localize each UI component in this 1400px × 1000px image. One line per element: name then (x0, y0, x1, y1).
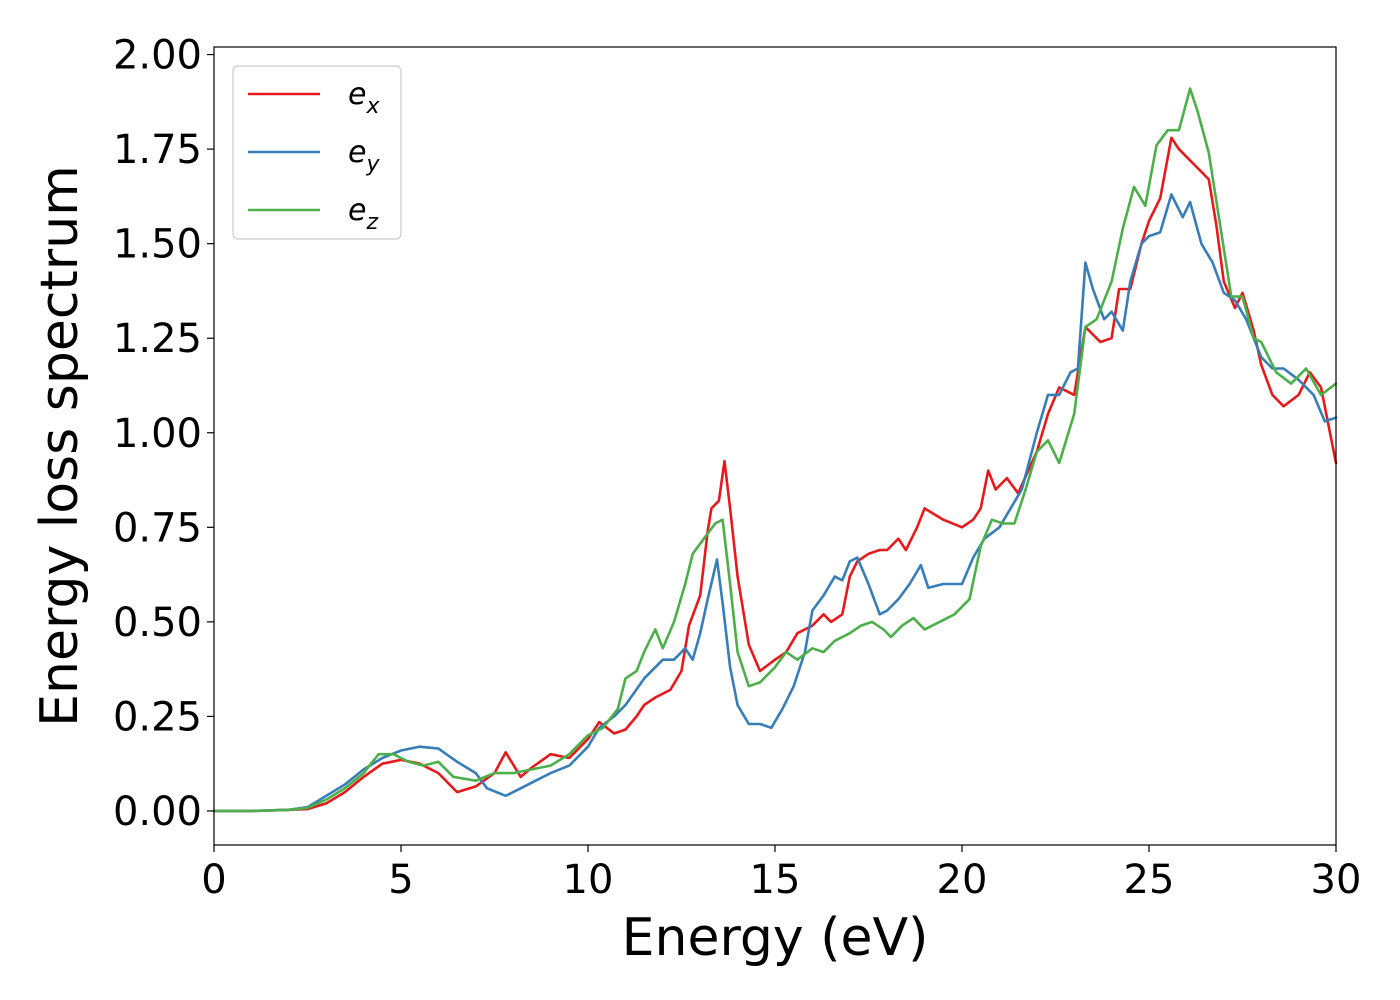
y-tick-label: 0.75 (113, 505, 202, 551)
x-tick-label: 0 (201, 857, 226, 903)
x-tick-label: 20 (937, 857, 988, 903)
y-tick-label: 1.25 (113, 316, 202, 362)
y-tick-label: 1.50 (113, 222, 202, 268)
x-axis-label: Energy (eV) (622, 908, 929, 968)
x-tick-label: 10 (563, 857, 614, 903)
x-axis: 0 5 10 15 20 25 30 (201, 845, 1361, 903)
series-line-ey (212, 193, 1338, 813)
y-tick-label: 2.00 (113, 33, 202, 79)
y-tick-label: 0.00 (113, 789, 202, 835)
x-tick-label: 15 (750, 857, 801, 903)
y-axis: 0.00 0.25 0.50 0.75 1.00 1.25 1.50 1.75 2.00 (113, 33, 214, 835)
y-tick-label: 1.75 (113, 127, 202, 173)
series-line-ex (212, 136, 1338, 813)
y-tick-label: 0.50 (113, 600, 202, 646)
x-tick-label: 5 (388, 857, 413, 903)
y-axis-label: Energy loss spectrum (30, 165, 90, 727)
series-line-ez (212, 87, 1338, 813)
y-tick-label: 1.00 (113, 411, 202, 457)
x-tick-label: 25 (1124, 857, 1175, 903)
series-lines (212, 87, 1338, 813)
x-tick-label: 30 (1311, 857, 1362, 903)
y-tick-label: 0.25 (113, 694, 202, 740)
